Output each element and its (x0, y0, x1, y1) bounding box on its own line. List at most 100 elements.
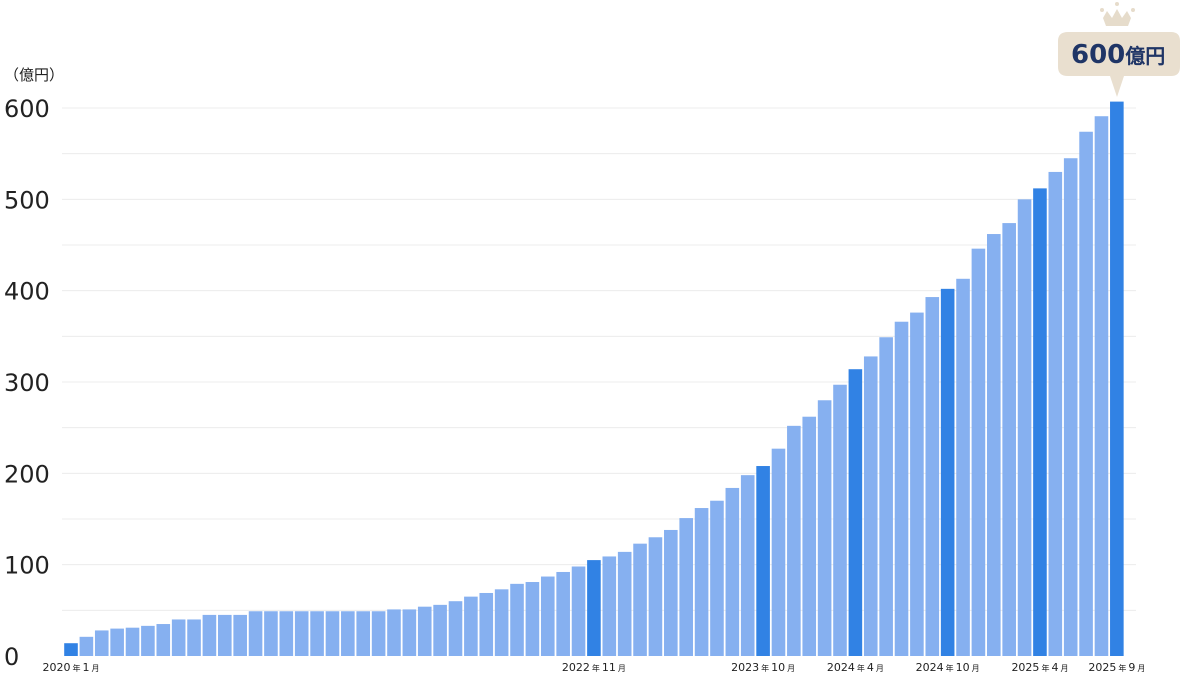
gridlines (62, 107, 1136, 611)
bar (310, 611, 324, 656)
bar (910, 312, 924, 656)
bar (187, 619, 201, 656)
x-tick-nen: 年 (857, 663, 865, 673)
x-tick-tsuki: 月 (92, 664, 100, 673)
bar (725, 487, 740, 656)
bar (617, 551, 632, 656)
bar (79, 636, 94, 656)
x-tick-month: 4 (1051, 661, 1058, 674)
bar (787, 425, 801, 656)
x-tick-nen: 年 (761, 663, 769, 673)
bar (494, 589, 509, 656)
callout-unit: 億円 (1125, 44, 1165, 68)
peak-callout: 600億円 (1058, 2, 1180, 97)
bar (525, 582, 540, 656)
bar (879, 337, 893, 656)
bar (556, 571, 570, 656)
bar (464, 596, 478, 656)
bar (233, 614, 247, 656)
bar (141, 625, 155, 656)
bar (987, 234, 1001, 657)
x-tick-year: 2025 (1011, 661, 1039, 674)
bar (1002, 223, 1016, 656)
bar (110, 628, 124, 656)
bar (341, 611, 355, 656)
bar (664, 529, 678, 656)
bar-highlight (1110, 101, 1124, 656)
bar (371, 611, 386, 656)
x-tick-nen: 年 (592, 663, 600, 673)
x-tick-year: 2022 (562, 661, 590, 674)
x-tick-month: 11 (602, 661, 616, 674)
bar (171, 619, 186, 656)
x-tick-year: 2025 (1088, 661, 1116, 674)
bar (633, 543, 647, 656)
bar (925, 297, 940, 656)
x-tick-tsuki: 月 (787, 664, 795, 673)
x-tick-year: 2020 (43, 661, 71, 674)
y-tick-label: 300 (4, 369, 50, 397)
y-tick-label: 100 (4, 552, 50, 580)
bar-highlight (940, 288, 955, 656)
bar (694, 508, 709, 656)
x-tick-nen: 年 (1041, 663, 1049, 673)
x-tick-nen: 年 (946, 663, 954, 673)
callout-value: 600億円 (1071, 40, 1165, 70)
bar (448, 601, 463, 656)
bar (402, 609, 417, 656)
x-tick-month: 10 (956, 661, 970, 674)
bar (202, 614, 217, 656)
bar (571, 566, 586, 656)
bar (679, 518, 693, 656)
bar (602, 556, 617, 656)
bar (1094, 116, 1109, 657)
bar (433, 604, 447, 656)
x-tick-label: 2024 年 4 月 (827, 661, 884, 674)
callout-number: 600 (1071, 40, 1125, 70)
bar (1017, 199, 1032, 657)
bar-highlight (587, 560, 601, 656)
x-tick-label: 2025 年 9 月 (1088, 661, 1145, 674)
bar (540, 576, 555, 656)
x-tick-month: 1 (83, 661, 90, 674)
bar (218, 614, 232, 656)
bar (802, 416, 817, 656)
bar (510, 583, 524, 656)
bars (64, 101, 1124, 657)
bar (248, 611, 263, 656)
bar (740, 475, 755, 656)
x-tick-year: 2024 (827, 661, 855, 674)
x-tick-nen: 年 (1118, 663, 1126, 673)
x-tick-tsuki: 月 (1060, 664, 1068, 673)
x-tick-label: 2022 年 11 月 (562, 661, 626, 674)
bar (417, 606, 432, 656)
x-tick-year: 2023 (731, 661, 759, 674)
y-tick-label: 400 (4, 278, 50, 306)
x-tick-tsuki: 月 (1137, 664, 1145, 673)
callout-bubble (1058, 32, 1180, 97)
bar (387, 609, 401, 656)
bar (971, 248, 986, 657)
bar (1048, 171, 1063, 656)
x-tick-tsuki: 月 (618, 664, 626, 673)
x-tick-tsuki: 月 (876, 664, 884, 673)
bar (125, 627, 140, 656)
y-tick-label: 600 (4, 95, 50, 123)
x-tick-year: 2024 (916, 661, 944, 674)
bar (833, 384, 847, 656)
bar (356, 611, 371, 656)
x-axis-labels: 2020 年 1 月 2022 年 11 月 2023 年 10 月 2024 年 4 月 2024 年 10 月 20… (43, 661, 1146, 674)
bar (894, 321, 909, 656)
x-tick-month: 10 (771, 661, 785, 674)
bar (817, 400, 832, 656)
x-tick-tsuki: 月 (972, 664, 980, 673)
x-tick-label: 2023 年 10 月 (731, 661, 795, 674)
y-tick-label: 500 (4, 186, 50, 214)
x-tick-label: 2024 年 10 月 (916, 661, 980, 674)
bar-highlight (64, 643, 78, 656)
y-tick-label: 200 (4, 460, 50, 488)
bar (325, 611, 340, 656)
bar (648, 537, 663, 656)
x-tick-label: 2020 年 1 月 (43, 661, 100, 674)
